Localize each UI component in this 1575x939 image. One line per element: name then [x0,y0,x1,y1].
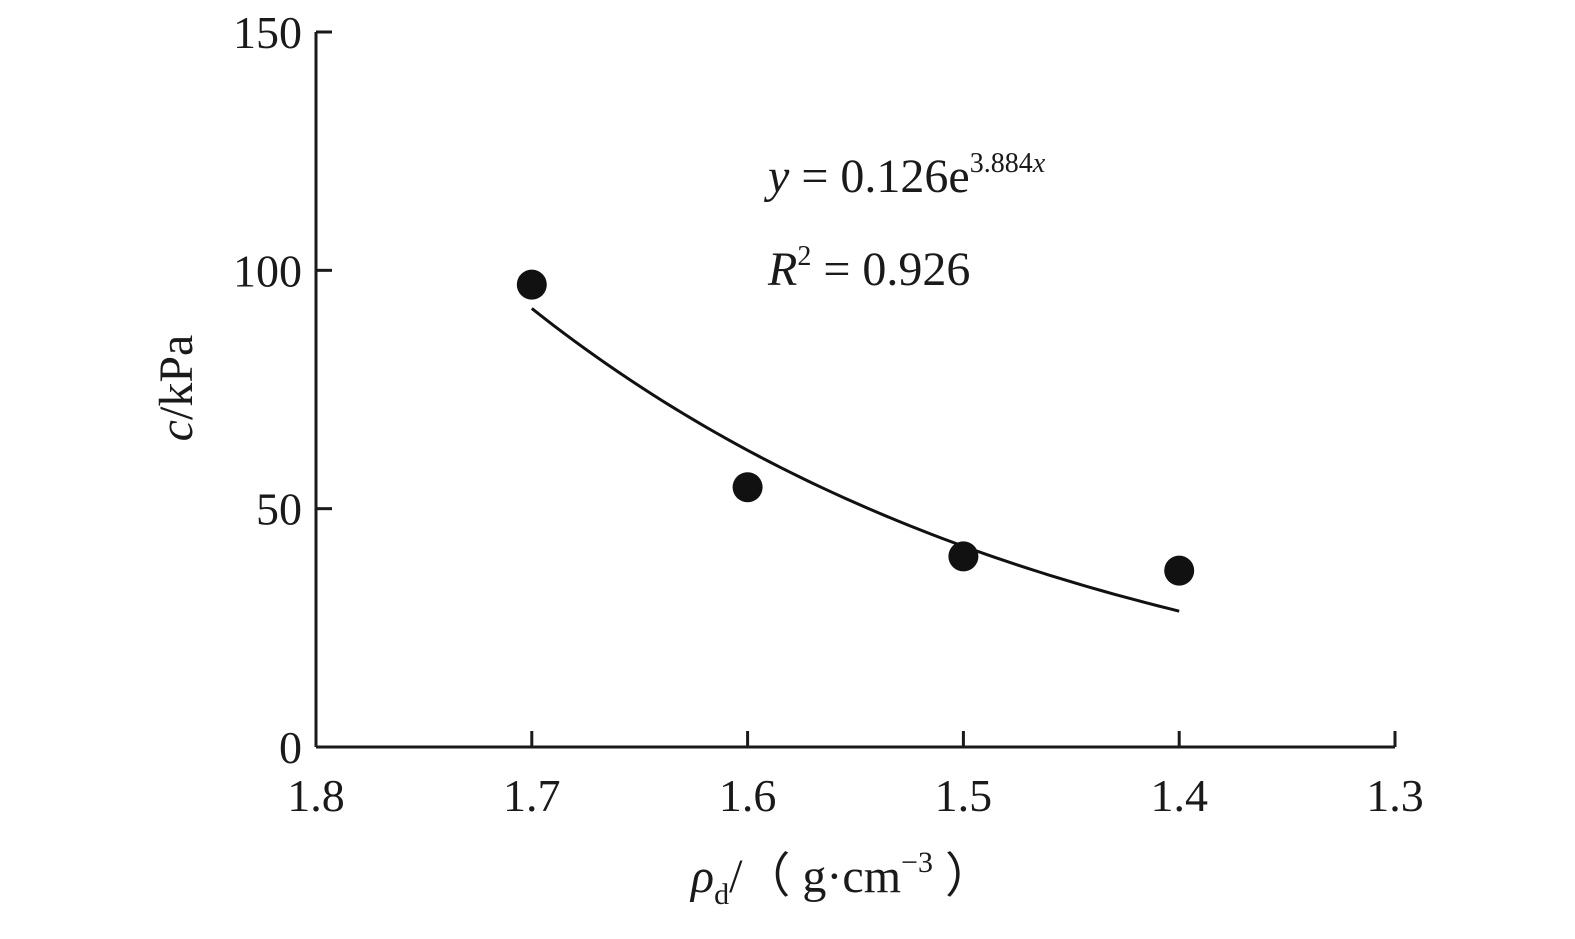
data-point [1164,555,1195,586]
x-axis-unit-close: ） [933,850,993,903]
equation-exponent-variable: x [1032,148,1046,179]
r-squared: R2 = 0.926 [767,241,970,296]
r-squared-superscript: 2 [797,241,811,272]
x-tick-label: 1.8 [287,770,345,821]
y-tick-label: 150 [233,7,302,58]
r-squared-symbol: R [767,243,797,296]
y-axis-symbol: c [150,420,203,441]
y-axis-title: c/kPa [150,335,203,442]
x-axis-unit-exponent: −3 [901,846,933,879]
data-point [948,541,979,572]
x-tick-label: 1.6 [719,770,777,821]
y-ticks: 0 50 100 150 [233,7,332,773]
regression-equation: y = 0.126e3.884x [763,148,1046,203]
x-tick-label: 1.5 [935,770,993,821]
x-tick-label: 1.4 [1150,770,1208,821]
y-tick-label: 100 [233,245,302,296]
data-point [732,472,763,503]
x-tick-label: 1.3 [1366,770,1424,821]
x-axis-unit: /（ g·cm [729,850,901,903]
equation-exponent: 3.884 [970,148,1033,179]
x-axis-title: ρd/（ g·cm−3 ） [689,846,993,911]
x-ticks: 1.8 1.7 1.6 1.5 1.4 1.3 [287,731,1424,821]
equation-y-symbol: y [763,150,790,203]
axes [314,32,1395,749]
y-tick-label: 50 [256,484,302,535]
fit-curve [530,307,1180,613]
y-axis-unit: /kPa [150,335,203,420]
x-axis-symbol: ρ [689,850,714,903]
data-point [516,269,547,300]
equation-body: = 0.126e [789,150,969,203]
x-axis-subscript: d [714,878,729,911]
x-tick-label: 1.7 [503,770,561,821]
r-squared-value: = 0.926 [811,243,970,296]
data-points [516,269,1195,586]
y-tick-label: 0 [279,722,302,773]
